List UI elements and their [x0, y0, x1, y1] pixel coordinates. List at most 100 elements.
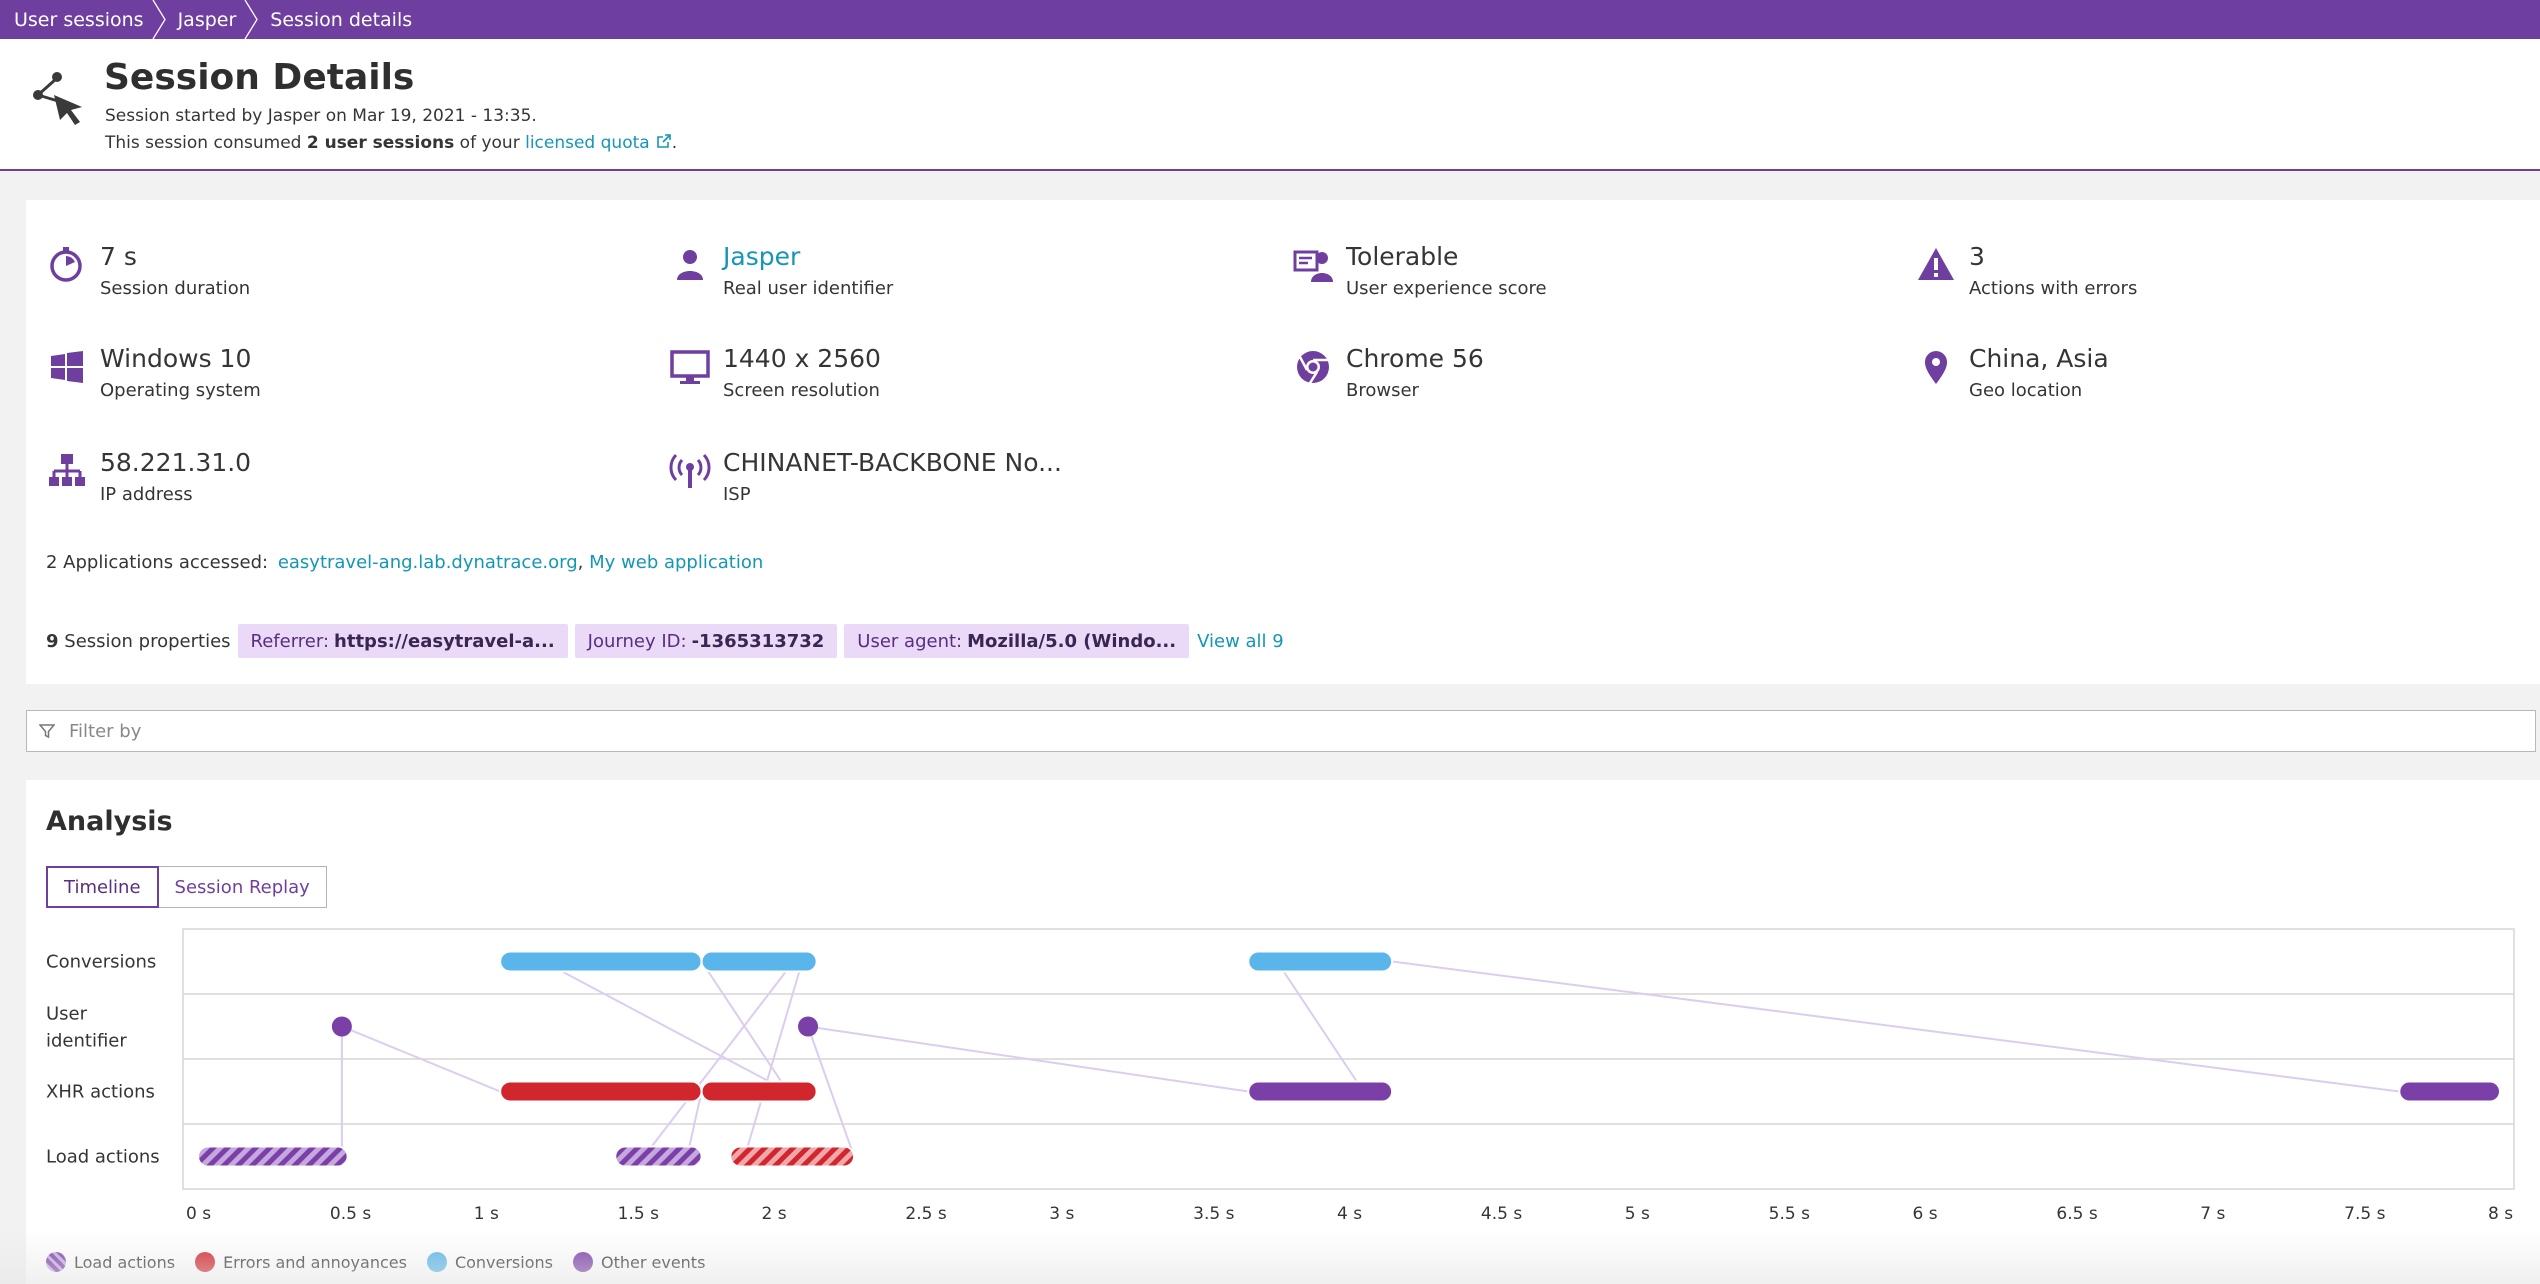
analysis-title: Analysis [46, 806, 173, 837]
row-label: XHR actions [46, 1082, 155, 1103]
stat-label: Browser [1346, 380, 1419, 401]
stat-value: Windows 10 [100, 344, 252, 373]
legend-other-events[interactable]: Other events [572, 1252, 706, 1272]
legend-label: Load actions [74, 1252, 176, 1272]
filter-input[interactable]: Filter by [69, 721, 142, 742]
property-tag-user-agent[interactable]: User agent: Mozilla/5.0 (Windo... [844, 624, 1190, 658]
legend-conversions[interactable]: Conversions [426, 1252, 553, 1272]
x-tick-label: 1.5 s [618, 1204, 659, 1224]
location-pin-icon [1925, 351, 1947, 384]
filter-bar[interactable]: Filter by [26, 710, 2536, 752]
breadcrumb-user-sessions[interactable]: User sessions [0, 0, 166, 39]
legend-label: Errors and annoyances [223, 1252, 407, 1272]
legend-errors[interactable]: Errors and annoyances [195, 1252, 407, 1272]
row-label: Load actions [46, 1147, 160, 1168]
x-tick-label: 0 s [186, 1204, 211, 1224]
row-label: User identifier [46, 1004, 127, 1052]
event-connector [643, 960, 795, 1158]
conversion-event-bar [499, 950, 703, 973]
x-tick-label: 2 s [762, 1204, 787, 1224]
tag-value: Mozilla/5.0 (Windo... [967, 630, 1177, 652]
legend-swatch [46, 1252, 66, 1272]
network-icon [49, 454, 85, 486]
analysis-tabs: Timeline Session Replay [46, 866, 327, 908]
session-pointer-icon [33, 72, 82, 125]
user-experience-icon [1293, 250, 1333, 282]
event-connector [1392, 960, 2400, 1093]
consumed-middle: of your [454, 133, 526, 153]
legend-load-actions[interactable]: Load actions [46, 1252, 175, 1272]
breadcrumb-label: Jasper [177, 8, 237, 31]
conversion-event-bar [1247, 950, 1394, 973]
properties-count: 9 [46, 630, 59, 652]
timeline-events [197, 950, 2502, 1168]
consumed-prefix: This session consumed [105, 133, 307, 153]
warning-icon [1918, 248, 1954, 280]
applications-separator: , [577, 552, 584, 573]
tag-key: Referrer: [250, 630, 330, 652]
tab-timeline[interactable]: Timeline [46, 866, 159, 908]
stat-value: 1440 x 2560 [723, 344, 881, 373]
breadcrumb: User sessions Jasper Session details [0, 0, 2540, 39]
x-tick-label: 5 s [1625, 1204, 1650, 1224]
breadcrumb-jasper[interactable]: Jasper [166, 0, 259, 39]
timeline-chart: Conversions User identifier XHR actions Load… [46, 928, 2515, 1224]
load-event-bar [197, 1145, 349, 1168]
stopwatch-icon [50, 247, 82, 282]
other-event-bar [2398, 1080, 2502, 1103]
x-tick-label: 1 s [474, 1204, 499, 1224]
x-tick-label: 4.5 s [1481, 1204, 1522, 1224]
application-link-easytravel[interactable]: easytravel-ang.lab.dynatrace.org [277, 552, 578, 573]
filter-icon [39, 724, 55, 739]
chrome-icon [1297, 351, 1329, 384]
properties-label: Session properties [64, 630, 231, 652]
x-tick-label: 3 s [1049, 1204, 1074, 1224]
stat-value: China, Asia [1969, 344, 2109, 373]
licensed-quota-link[interactable]: licensed quota [525, 133, 650, 153]
stat-value-link[interactable]: Jasper [723, 242, 801, 271]
session-overview-panel: 7 s Session duration Jasper Real user id… [26, 200, 2540, 684]
stat-label: ISP [723, 484, 751, 505]
error-event-bar [700, 1080, 818, 1103]
session-started-text: Session started by Jasper on Mar 19, 202… [105, 106, 537, 126]
x-tick-label: 7.5 s [2344, 1204, 2385, 1224]
x-tick-label: 2.5 s [905, 1204, 946, 1224]
user-icon [677, 250, 703, 280]
other-event-bar [1247, 1080, 1394, 1103]
conversion-event-bar [700, 950, 818, 973]
consumed-suffix: . [671, 133, 678, 153]
property-tag-referrer[interactable]: Referrer: https://easytravel-a... [237, 624, 568, 658]
stat-label: Operating system [100, 380, 261, 401]
application-link-my-web-application[interactable]: My web application [589, 552, 764, 573]
external-link-icon[interactable] [656, 133, 672, 149]
analysis-panel: Analysis Timeline Session Replay Convers… [26, 780, 2540, 1284]
session-properties-label: 9 Session properties [46, 631, 231, 652]
stat-value: 7 s [100, 242, 137, 271]
legend-label: Conversions [454, 1252, 553, 1272]
legend-swatch [572, 1252, 593, 1272]
tag-value: https://easytravel-a... [334, 630, 555, 652]
stat-label: Geo location [1969, 380, 2083, 401]
antenna-icon [669, 453, 711, 488]
x-tick-label: 8 s [2488, 1204, 2513, 1224]
breadcrumb-session-details[interactable]: Session details [258, 0, 412, 39]
property-tag-journey-id[interactable]: Journey ID: -1365313732 [574, 624, 838, 658]
x-tick-label: 6 s [1913, 1204, 1938, 1224]
event-connector [1276, 960, 1365, 1093]
x-tick-label: 7 s [2200, 1204, 2225, 1224]
session-consumed-text: This session consumed 2 user sessions of… [105, 133, 677, 153]
session-properties: 9 Session properties Referrer: https://ea… [46, 624, 1284, 658]
x-tick-label: 4 s [1337, 1204, 1362, 1224]
view-all-properties-link[interactable]: View all 9 [1197, 630, 1284, 652]
timeline-grid [182, 928, 2515, 1190]
legend-label: Other events [600, 1252, 706, 1272]
stat-label: Actions with errors [1969, 278, 2138, 299]
event-connector [807, 1026, 856, 1157]
page-title: Session Details [104, 57, 415, 98]
stat-label: Session duration [100, 278, 251, 299]
page-header: Session Details Session started by Jaspe… [0, 39, 2540, 171]
tab-session-replay[interactable]: Session Replay [158, 866, 327, 908]
timeline-connectors [340, 960, 2400, 1158]
stat-value: Tolerable [1346, 242, 1459, 271]
stat-label: Real user identifier [723, 278, 894, 299]
